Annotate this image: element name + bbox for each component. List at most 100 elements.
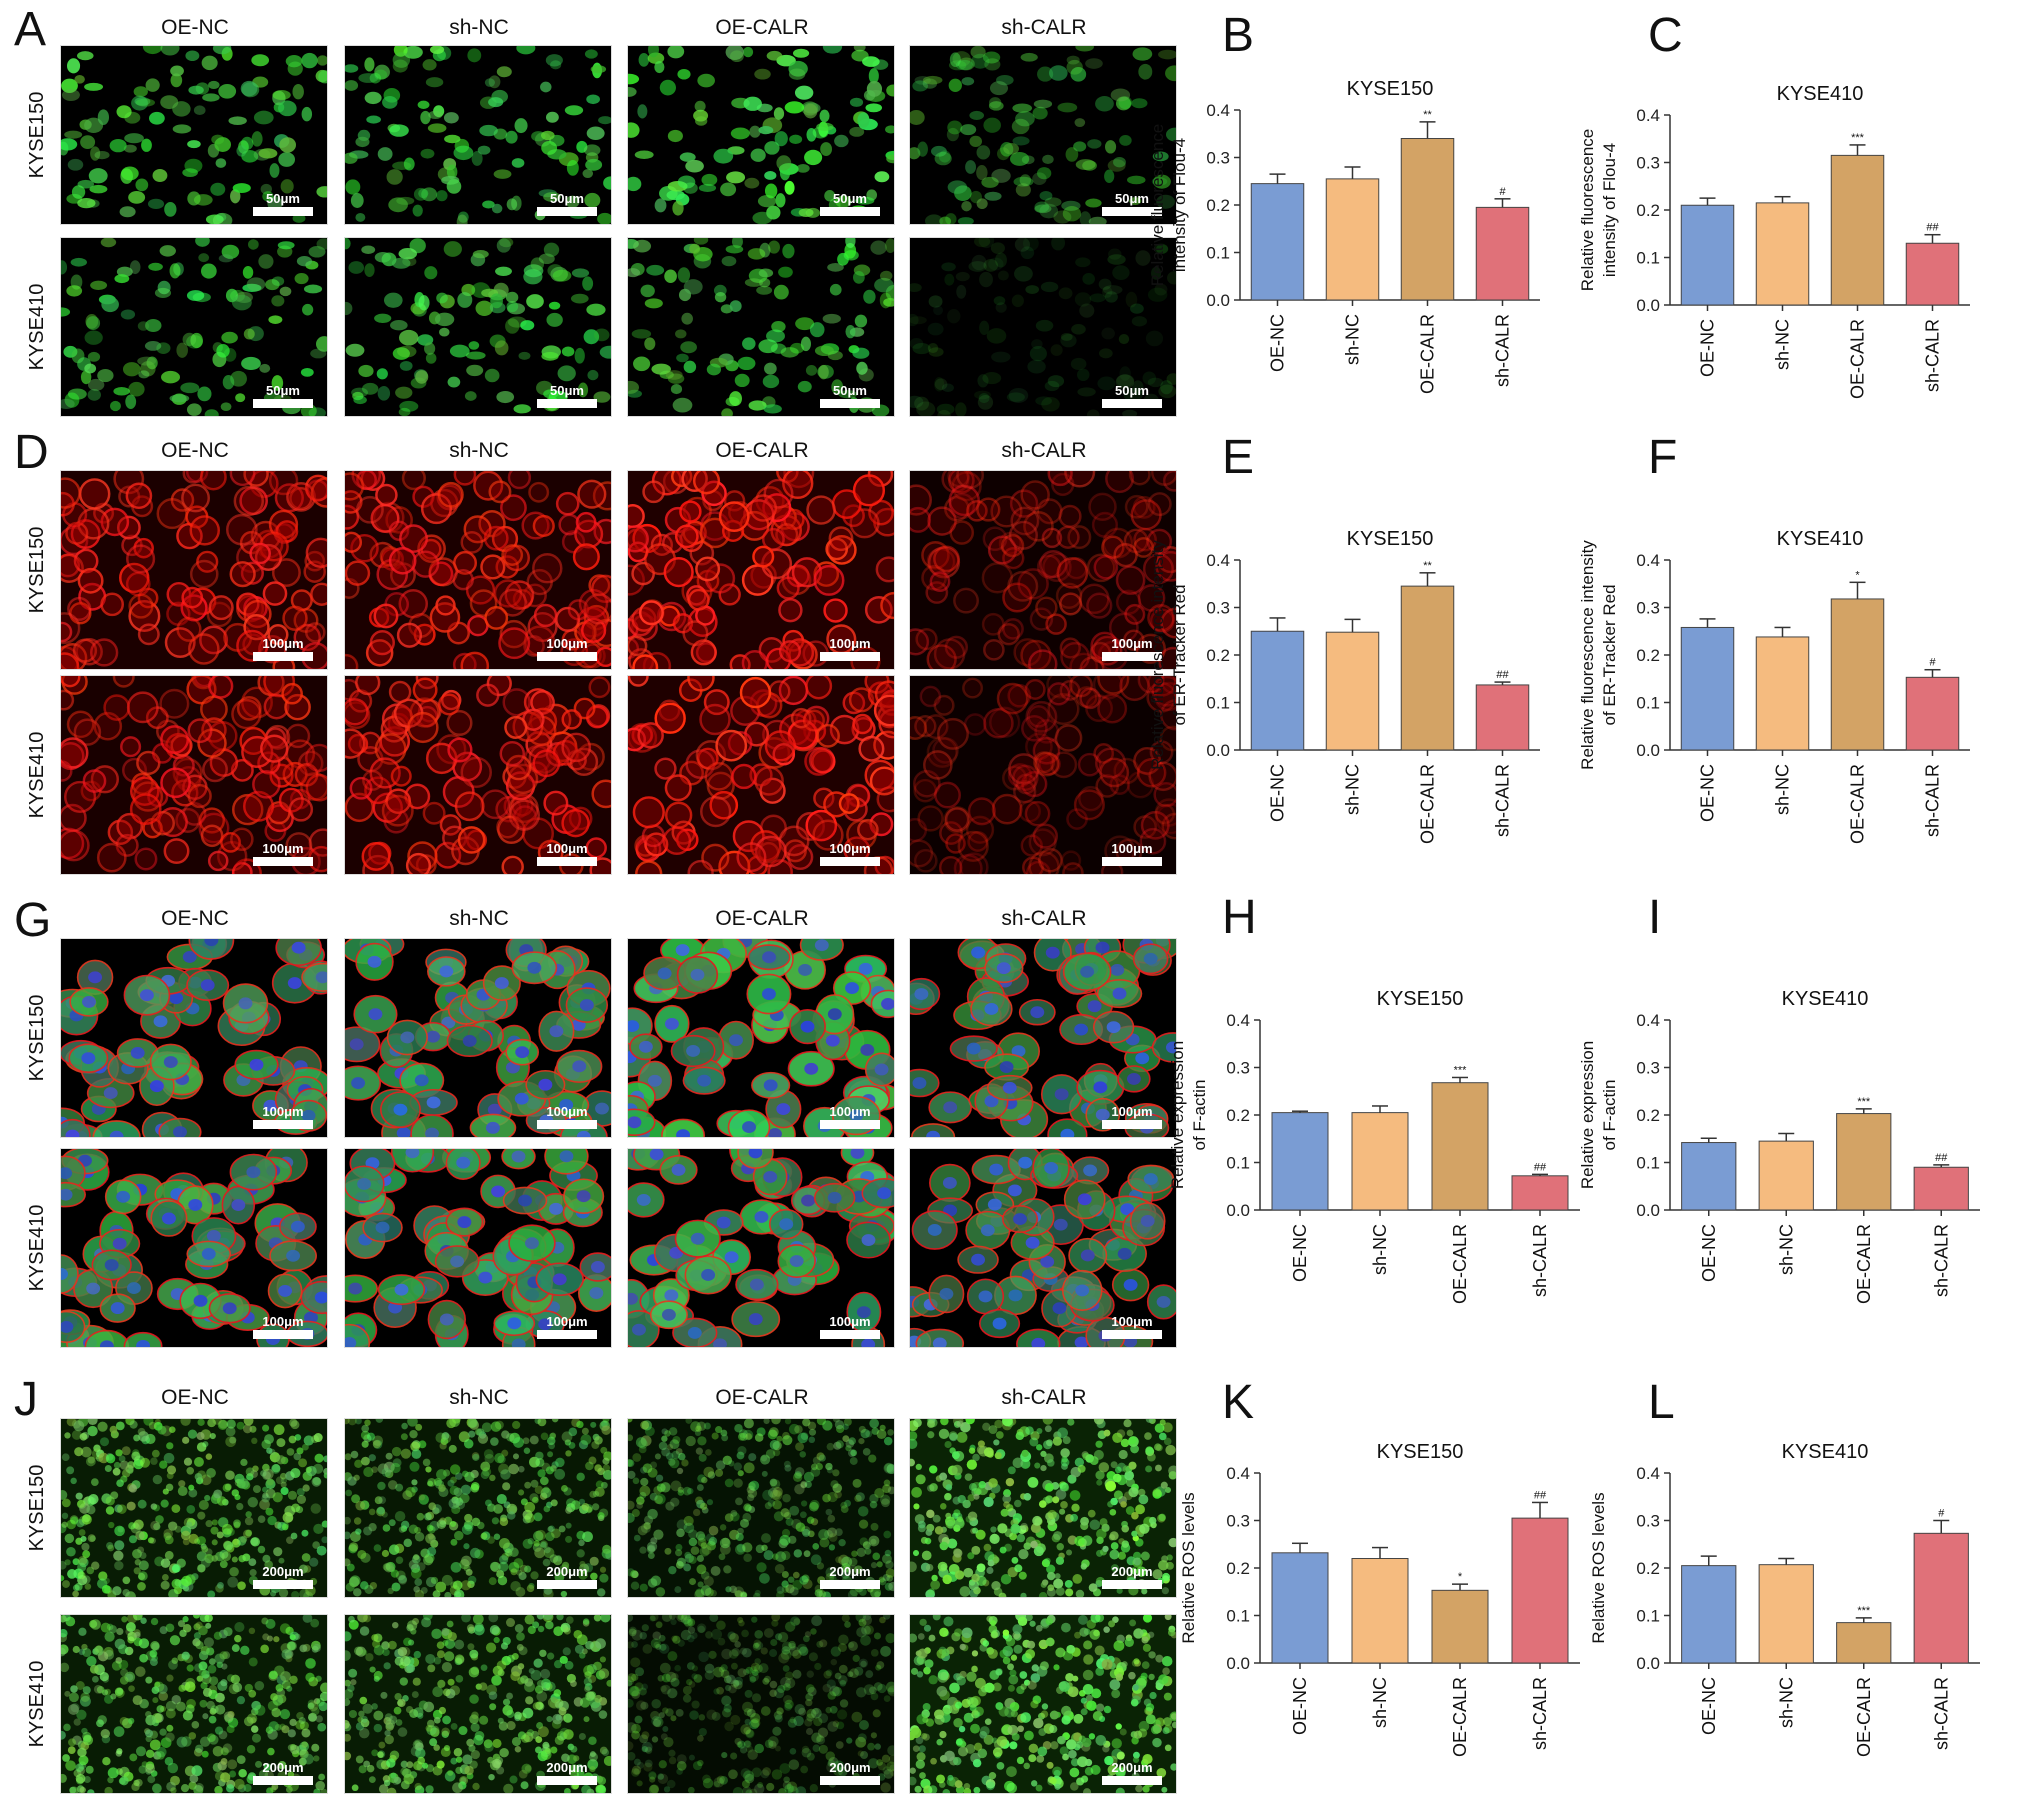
- bar-chart: KYSE150 Relative ROS levels 0.0 0.1 0.2 0.3 0.…: [1140, 1438, 1610, 1778]
- bar: [1400, 585, 1455, 751]
- scale-bar: 100μm: [253, 1314, 313, 1339]
- scale-bar-label: 50μm: [550, 383, 584, 398]
- chart-title: KYSE150: [1347, 528, 1434, 550]
- panel-letter: G: [14, 894, 52, 947]
- chart-svg: KYSE150 Relative ROS levels 0.0 0.1 0.2 0.3 0.…: [1179, 1441, 1580, 1757]
- y-axis-label: Relative ROS levels: [1589, 1492, 1608, 1643]
- panel-letter: D: [14, 426, 49, 479]
- y-tick-label: 0.4: [1206, 551, 1230, 570]
- scale-bar-label: 100μm: [262, 1314, 304, 1329]
- scale-bar: 200μm: [820, 1760, 880, 1785]
- x-tick-label: OE-NC: [1268, 764, 1288, 822]
- y-tick-label: 0.0: [1636, 1654, 1660, 1673]
- scale-bar: 50μm: [253, 191, 313, 216]
- x-tick-label: OE-CALR: [1418, 764, 1438, 844]
- x-tick-label: OE-NC: [1698, 319, 1718, 377]
- fluorescence-image: [61, 676, 327, 874]
- bar: [1271, 1112, 1329, 1211]
- fluorescence-image: [628, 1149, 894, 1347]
- y-tick-label: 0.2: [1206, 196, 1230, 215]
- panel-letter: I: [1648, 891, 1662, 944]
- fluorescence-image: [345, 46, 611, 224]
- panel-letter: A: [14, 3, 47, 56]
- significance-label: *: [1458, 1571, 1463, 1583]
- fluorescence-image: [345, 471, 611, 669]
- column-header: OE-NC: [161, 439, 229, 462]
- scale-bar: 100μm: [253, 841, 313, 866]
- scale-bar-line: [1102, 1776, 1162, 1785]
- scale-bar: 100μm: [253, 1104, 313, 1129]
- y-tick-label: 0.1: [1636, 694, 1660, 713]
- bar: [1511, 1517, 1569, 1664]
- panel-letter: J: [14, 1373, 38, 1426]
- scale-bar-line: [820, 1120, 880, 1129]
- scale-bar: 100μm: [1102, 636, 1162, 661]
- scale-bar-line: [253, 857, 313, 866]
- y-axis-label: of ER-Tracker Red: [1600, 584, 1619, 725]
- bar-chart: KYSE150 Relative fluorescence intensity of…: [1120, 525, 1570, 865]
- scale-bar-line: [537, 1120, 597, 1129]
- y-tick-label: 0.2: [1636, 201, 1660, 220]
- significance-label: ***: [1851, 132, 1865, 144]
- scale-bar-label: 50μm: [1115, 191, 1149, 206]
- bar-chart: KYSE410 Relative fluorescence intensity of…: [1550, 525, 2000, 865]
- scale-bar: 50μm: [253, 383, 313, 408]
- fluorescence-image: [61, 238, 327, 416]
- significance-label: ##: [1935, 1152, 1948, 1164]
- row-label: KYSE150: [26, 994, 48, 1082]
- fluorescence-image: [345, 939, 611, 1137]
- scale-bar: 200μm: [1102, 1760, 1162, 1785]
- y-tick-label: 0.1: [1226, 1154, 1250, 1173]
- scale-bar: 100μm: [1102, 841, 1162, 866]
- microscopy-image: 100μm: [909, 675, 1177, 875]
- microscopy-image: 100μm: [60, 470, 328, 670]
- significance-label: #: [1929, 657, 1936, 669]
- scale-bar-label: 200μm: [829, 1760, 871, 1775]
- microscopy-image: 50μm: [344, 237, 612, 417]
- microscopy-image: 100μm: [344, 470, 612, 670]
- bar: [1681, 1565, 1737, 1664]
- scale-bar: 100μm: [537, 636, 597, 661]
- scale-bar-label: 200μm: [262, 1760, 304, 1775]
- chart-svg: KYSE410 Relative ROS levels 0.0 0.1 0.2 0.3 0.…: [1589, 1441, 1980, 1757]
- scale-bar-line: [1102, 652, 1162, 661]
- row-label: KYSE410: [26, 1660, 48, 1748]
- scale-bar-label: 100μm: [546, 636, 588, 651]
- bar: [1431, 1082, 1489, 1211]
- bar: [1830, 154, 1885, 306]
- bar: [1758, 1140, 1814, 1211]
- panel-letter: L: [1648, 1376, 1675, 1429]
- x-tick-label: OE-CALR: [1450, 1677, 1470, 1757]
- microscopy-image: 100μm: [627, 1148, 895, 1348]
- scale-bar-label: 100μm: [829, 1104, 871, 1119]
- fluorescence-image: [628, 1615, 894, 1793]
- scale-bar-line: [820, 1580, 880, 1589]
- x-tick-label: OE-NC: [1699, 1224, 1719, 1282]
- column-header: sh-CALR: [1001, 1386, 1087, 1409]
- scale-bar: 100μm: [1102, 1314, 1162, 1339]
- panel-letter: F: [1648, 431, 1678, 484]
- column-header: sh-NC: [449, 1386, 509, 1409]
- fluorescence-image: [628, 1419, 894, 1597]
- row-label: KYSE410: [26, 283, 48, 371]
- fluorescence-image: [628, 238, 894, 416]
- fluorescence-image: [910, 1615, 1176, 1793]
- scale-bar: 50μm: [820, 191, 880, 216]
- column-header: OE-CALR: [715, 439, 809, 462]
- scale-bar-label: 50μm: [550, 191, 584, 206]
- y-tick-label: 0.3: [1636, 1059, 1660, 1078]
- scale-bar-line: [1102, 1120, 1162, 1129]
- scale-bar-line: [537, 857, 597, 866]
- scale-bar-line: [253, 207, 313, 216]
- microscopy-image: 200μm: [627, 1418, 895, 1598]
- significance-label: **: [1423, 560, 1432, 572]
- chart-title: KYSE410: [1782, 988, 1869, 1010]
- scale-bar-line: [1102, 1580, 1162, 1589]
- y-axis-label: intensity of Flou-4: [1170, 138, 1189, 272]
- y-axis-label: intensity of Flou-4: [1600, 143, 1619, 277]
- significance-label: #: [1499, 186, 1506, 198]
- significance-label: *: [1855, 569, 1860, 581]
- microscopy-image: 200μm: [909, 1614, 1177, 1794]
- x-tick-label: sh-NC: [1773, 319, 1793, 370]
- fluorescence-image: [628, 471, 894, 669]
